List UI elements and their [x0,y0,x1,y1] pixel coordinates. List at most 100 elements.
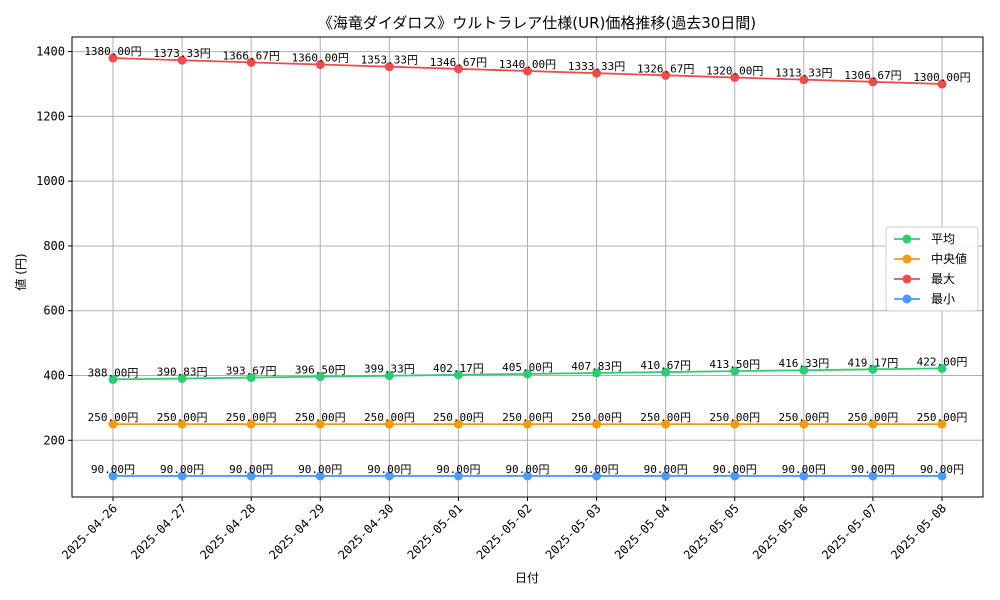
data-label: 250.00円 [848,411,899,424]
data-point [523,369,532,379]
data-point [937,363,947,373]
data-point [453,370,463,380]
data-label: 388.00円 [88,366,139,379]
data-label: 390.83円 [157,365,208,378]
data-point [661,70,671,80]
x-tick-label: 2025-04-27 [128,501,189,562]
data-label: 405.00円 [502,361,553,374]
data-point [937,419,947,429]
data-point [868,77,878,87]
data-label: 1346.67円 [430,56,487,69]
data-point [661,367,671,377]
data-label: 1320.00円 [706,64,763,77]
data-label: 250.00円 [917,411,968,424]
data-point [315,60,325,70]
data-label: 90.00円 [298,463,342,476]
data-point [799,365,809,375]
data-label: 1353.33円 [361,54,418,67]
chart-title: 《海竜ダイダロス》ウルトラレア仕様(UR)価格推移(過去30日間) [318,14,756,32]
y-tick-label: 200 [43,433,65,447]
data-point [799,471,809,481]
data-point [523,66,532,76]
x-axis-label: 日付 [515,571,539,585]
data-point [453,471,463,481]
data-label: 250.00円 [364,411,415,424]
data-point [177,471,187,481]
data-point [799,75,809,85]
legend-label: 中央値 [931,251,967,266]
data-label: 1326.67円 [637,62,694,75]
legend-swatch-marker [902,294,912,304]
data-point [453,64,463,74]
data-point [246,419,256,429]
data-label: 1313.33円 [775,67,832,80]
x-tick-label: 2025-04-29 [266,501,327,562]
data-label: 90.00円 [505,463,549,476]
x-tick-label: 2025-05-07 [819,501,880,562]
data-point [246,373,256,383]
y-tick-label: 1400 [36,45,65,59]
y-tick-label: 600 [43,304,65,318]
data-label: 393.67円 [226,365,277,378]
data-point [384,419,394,429]
data-label: 250.00円 [571,411,622,424]
data-point [177,373,187,383]
data-point [315,372,325,382]
data-label: 413.50円 [709,358,760,371]
data-label: 1306.67円 [844,69,901,82]
x-tick-label: 2025-05-01 [405,501,466,562]
data-label: 1340.00円 [499,58,556,71]
data-point [592,68,602,78]
data-label: 1373.33円 [153,47,210,60]
data-point [592,368,602,378]
data-label: 250.00円 [640,411,691,424]
legend-label: 平均 [931,232,955,246]
x-tick-label: 2025-04-26 [59,501,120,562]
data-point [108,53,118,63]
x-tick-label: 2025-05-06 [750,501,811,562]
data-label: 250.00円 [709,411,760,424]
data-point [108,374,118,384]
data-label: 250.00円 [502,411,553,424]
data-label: 90.00円 [436,463,480,476]
data-point [108,419,118,429]
data-point [730,366,740,376]
data-label: 250.00円 [295,411,346,424]
data-point [937,471,947,481]
data-point [246,471,256,481]
data-label: 90.00円 [91,463,135,476]
data-point [177,55,187,65]
data-label: 250.00円 [88,411,139,424]
data-point [177,419,187,429]
data-label: 1360.00円 [292,52,349,65]
data-point [108,471,118,481]
data-label: 407.83円 [571,360,622,373]
data-point [384,62,394,72]
data-label: 1380.00円 [84,45,141,58]
data-point [799,419,809,429]
data-point [592,419,602,429]
data-label: 90.00円 [229,463,273,476]
data-label: 90.00円 [367,463,411,476]
data-point [868,419,878,429]
x-tick-label: 2025-05-02 [474,501,535,562]
data-point [661,419,671,429]
legend-swatch-marker [902,254,912,264]
data-point [592,471,602,481]
data-label: 422.00円 [917,355,968,368]
data-point [730,419,740,429]
data-point [246,57,256,67]
y-tick-label: 800 [43,239,65,253]
x-tick-label: 2025-04-30 [335,501,396,562]
data-label: 402.17円 [433,362,484,375]
data-label: 1300.00円 [913,71,970,84]
x-tick-label: 2025-05-05 [681,501,742,562]
legend-label: 最大 [931,272,955,286]
data-label: 90.00円 [160,463,204,476]
data-point [453,419,463,429]
data-point [523,471,532,481]
data-point [315,419,325,429]
